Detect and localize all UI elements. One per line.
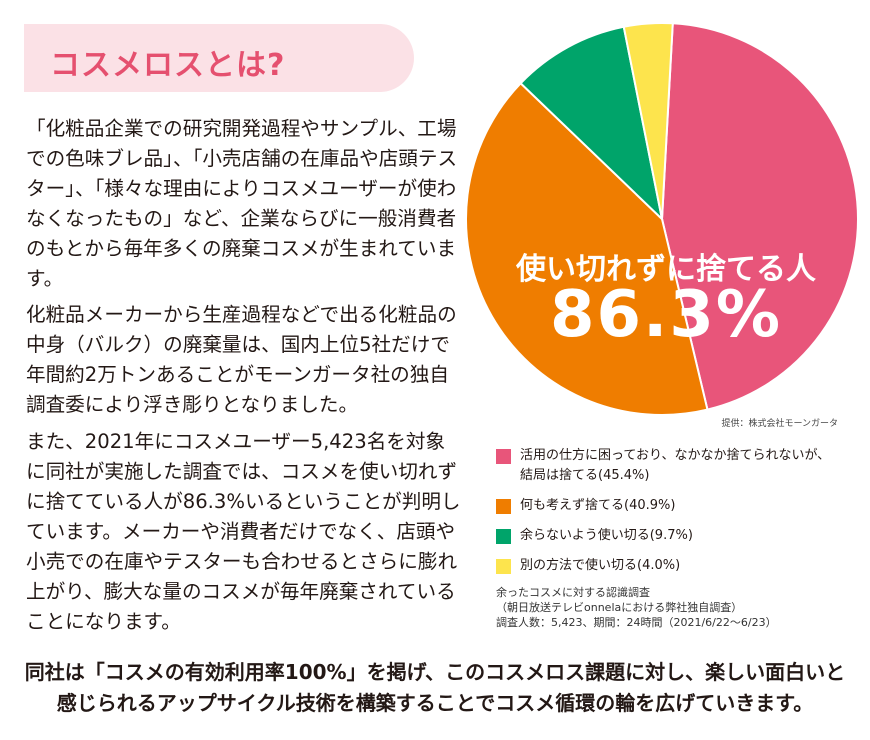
legend-swatch-yellow (496, 559, 511, 574)
pie-overlay-value: 86.3% (549, 278, 783, 352)
legend-swatch-pink (496, 449, 511, 464)
legend-swatch-orange (496, 499, 511, 514)
legend-label: 余らないよう使い切る(9.7%) (520, 528, 693, 543)
legend-item: 活用の仕方に困っており、なかなか捨てられないが、 結局は捨てる(45.4%) (496, 446, 856, 486)
pie-slice-2 (519, 25, 664, 222)
paragraph-survey: また、2021年にコスメユーザー5,423名を対象に同社が実施した調査では、コス… (26, 430, 461, 633)
chart-legend: 活用の仕方に困っており、なかなか捨てられないが、 結局は捨てる(45.4%) 何… (496, 446, 856, 586)
legend-label: 活用の仕方に困っており、なかなか捨てられないが、 (520, 448, 831, 463)
survey-details: 調査人数：5,423、期間：24時間（2021/6/22〜6/23） (496, 616, 777, 629)
paragraph-intro: 「化粧品企業での研究開発過程やサンプル、工場での色味ブレ品」、「小売店舗の在庫品… (26, 117, 458, 290)
footer-line-1: 同社は「コスメの有効利用率100%」を掲げ、このコスメロス課題に対し、楽しい面白… (24, 660, 846, 684)
survey-title: 余ったコスメに対する認識調査 (496, 586, 650, 599)
survey-note: 余ったコスメに対する認識調査 （朝日放送テレビonnelaにおける弊社独自調査）… (496, 585, 777, 630)
legend-label: 別の方法で使い切る(4.0%) (520, 558, 681, 573)
legend-item: 余らないよう使い切る(9.7%) (496, 526, 856, 546)
title-banner (24, 24, 414, 92)
pie-slice-3 (622, 22, 674, 220)
paragraph-bulk: 化粧品メーカーから生産過程などで出る化粧品の中身（バルク）の廃棄量は、国内上位5… (26, 303, 457, 416)
page-title: コスメロスとは? (50, 48, 286, 83)
legend-label: 何も考えず捨てる(40.9%) (520, 498, 676, 513)
legend-label: 結局は捨てる(45.4%) (520, 468, 650, 483)
survey-source: （朝日放送テレビonnelaにおける弊社独自調査） (496, 601, 743, 614)
chart-credit: 提供：株式会社モーンガータ (721, 419, 838, 429)
pie-slice-1 (465, 81, 709, 416)
pie-overlay-label: 使い切れずに捨てる人 (516, 252, 816, 287)
legend-swatch-green (496, 529, 511, 544)
legend-item: 何も考えず捨てる(40.9%) (496, 496, 856, 516)
legend-item: 別の方法で使い切る(4.0%) (496, 556, 856, 576)
footer-line-2: 感じられるアップサイクル技術を構築することでコスメ循環の輪を広げていきます。 (56, 691, 814, 715)
pie-slice-0 (660, 22, 859, 411)
